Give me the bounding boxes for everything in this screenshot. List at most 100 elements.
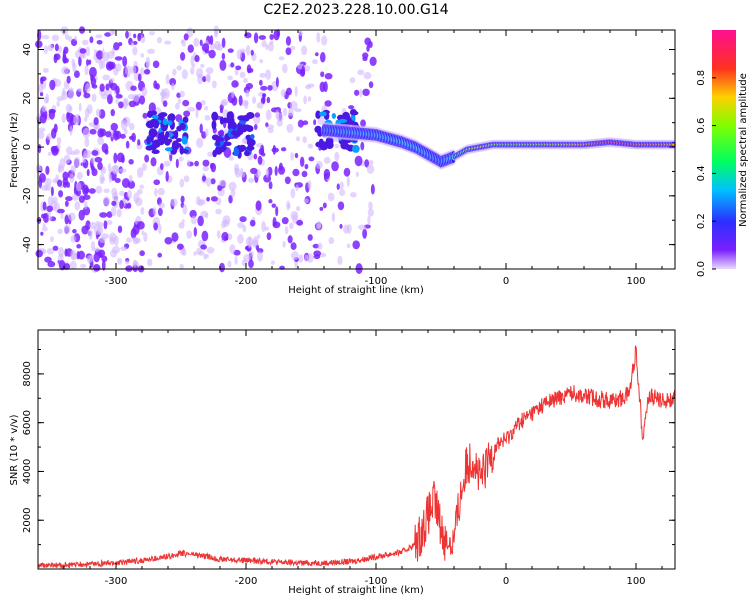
spectrum-speckle	[69, 260, 77, 270]
spectrum-speckle	[231, 96, 238, 106]
spectrum-speckle	[125, 260, 130, 265]
spectrum-speckle	[171, 82, 175, 91]
spectrum-speckle	[51, 34, 60, 42]
spectrum-speckle	[140, 53, 145, 58]
spectrum-speckle	[228, 194, 233, 204]
spectrum-cluster-mark	[148, 128, 158, 138]
spectrum-speckle	[139, 250, 145, 257]
spectrum-speckle	[313, 119, 317, 126]
spectrum-speckle	[164, 237, 173, 245]
spectrum-speckle	[266, 232, 272, 241]
spectrum-speckle	[51, 128, 57, 139]
spectrum-speckle	[88, 188, 96, 194]
spectrum-speckle	[201, 230, 209, 242]
spectrum-speckle	[251, 96, 257, 104]
spectrum-speckle	[45, 165, 50, 175]
spectrum-speckle	[182, 99, 190, 107]
spectrum-speckle	[147, 48, 155, 54]
colorbar-tick-label: 0.6	[696, 118, 707, 134]
snr-frame	[37, 329, 676, 570]
spectrum-speckle	[209, 35, 214, 46]
spectrum-speckle	[44, 256, 52, 263]
spectrum-speckle	[70, 249, 77, 261]
spectrum-speckle	[343, 224, 350, 234]
spectrum-speckle	[140, 206, 145, 216]
spectrum-speckle	[199, 39, 203, 46]
spectrum-speckle	[103, 51, 110, 62]
spectrum-speckle	[113, 130, 119, 141]
spectrum-speckle	[136, 189, 143, 195]
spectrum-speckle	[289, 101, 298, 110]
spectrum-speckle	[95, 108, 101, 118]
spectrum-speckle	[261, 152, 266, 157]
spectrum-speckle	[343, 167, 351, 177]
spectrum-speckle	[94, 156, 103, 163]
spectrum-speckle	[298, 254, 304, 263]
spectrum-speckle	[152, 206, 157, 216]
spectrum-speckle	[41, 226, 48, 232]
spectrum-speckle	[82, 194, 91, 200]
spectrum-speckle	[47, 215, 53, 221]
spectrum-speckle	[122, 56, 128, 67]
spectrum-speckle	[99, 174, 105, 185]
spectrum-speckle	[275, 206, 279, 217]
y-tick-label: 2000	[22, 507, 33, 532]
spectrum-speckle	[275, 77, 279, 88]
spectrum-speckle	[255, 200, 262, 211]
spectrum-cluster-mark	[245, 134, 252, 141]
spectrum-speckle	[227, 75, 233, 81]
spectrogram-scatter	[34, 25, 377, 275]
spectrum-speckle	[162, 100, 168, 108]
spectrum-speckle	[334, 151, 340, 162]
spectrum-speckle	[75, 182, 82, 192]
spectrum-speckle	[204, 114, 211, 121]
spectrum-speckle	[116, 152, 125, 163]
spectrum-cluster-mark	[180, 148, 189, 154]
spectrum-speckle	[263, 174, 272, 183]
spectrum-speckle	[339, 223, 343, 229]
spectrum-speckle	[142, 112, 148, 119]
spectrum-cluster-mark	[247, 141, 254, 152]
spectrogram-x-label: Height of straight line (km)	[288, 285, 424, 296]
spectrum-speckle	[139, 95, 146, 105]
spectrum-speckle	[156, 36, 163, 44]
spectrum-speckle	[194, 160, 199, 167]
spectrum-speckle	[267, 127, 274, 134]
spectrum-speckle	[193, 37, 200, 47]
spectrum-speckle	[265, 167, 270, 178]
spectrum-speckle	[178, 156, 184, 162]
spectrum-speckle	[179, 263, 184, 270]
spectrum-speckle	[71, 58, 76, 67]
spectrum-speckle	[74, 201, 81, 211]
spectrum-speckle	[227, 260, 232, 268]
spectrum-speckle	[101, 255, 108, 262]
spectrum-speckle	[197, 198, 204, 207]
x-tick-label: 100	[626, 576, 645, 587]
spectrum-speckle	[86, 169, 90, 177]
spectrum-speckle	[327, 192, 335, 202]
spectrum-speckle	[304, 84, 312, 90]
spectrum-speckle	[153, 179, 161, 186]
spectrum-speckle	[176, 65, 182, 71]
spectrum-speckle	[68, 88, 75, 100]
spectrum-speckle	[176, 243, 184, 250]
spectrum-speckle	[84, 65, 89, 76]
spectrum-speckle	[260, 144, 265, 155]
spectrum-speckle	[228, 155, 234, 161]
spectrum-speckle	[204, 128, 209, 137]
spectrum-speckle	[152, 60, 160, 69]
spectrum-speckle	[271, 203, 277, 208]
spectrum-speckle	[117, 225, 123, 233]
spectrum-speckle	[354, 155, 363, 167]
spectrum-speckle	[82, 184, 89, 196]
spectrum-speckle	[249, 250, 254, 257]
spectrum-speckle	[289, 222, 294, 230]
spectrum-speckle	[250, 49, 254, 56]
spectrum-speckle	[155, 83, 160, 90]
spectrum-speckle	[312, 59, 318, 65]
ridge-core	[671, 143, 676, 146]
spectrum-speckle	[103, 220, 108, 230]
spectrum-cluster-mark	[182, 116, 189, 124]
spectrum-speckle	[90, 165, 95, 171]
spectrum-speckle	[276, 29, 281, 38]
